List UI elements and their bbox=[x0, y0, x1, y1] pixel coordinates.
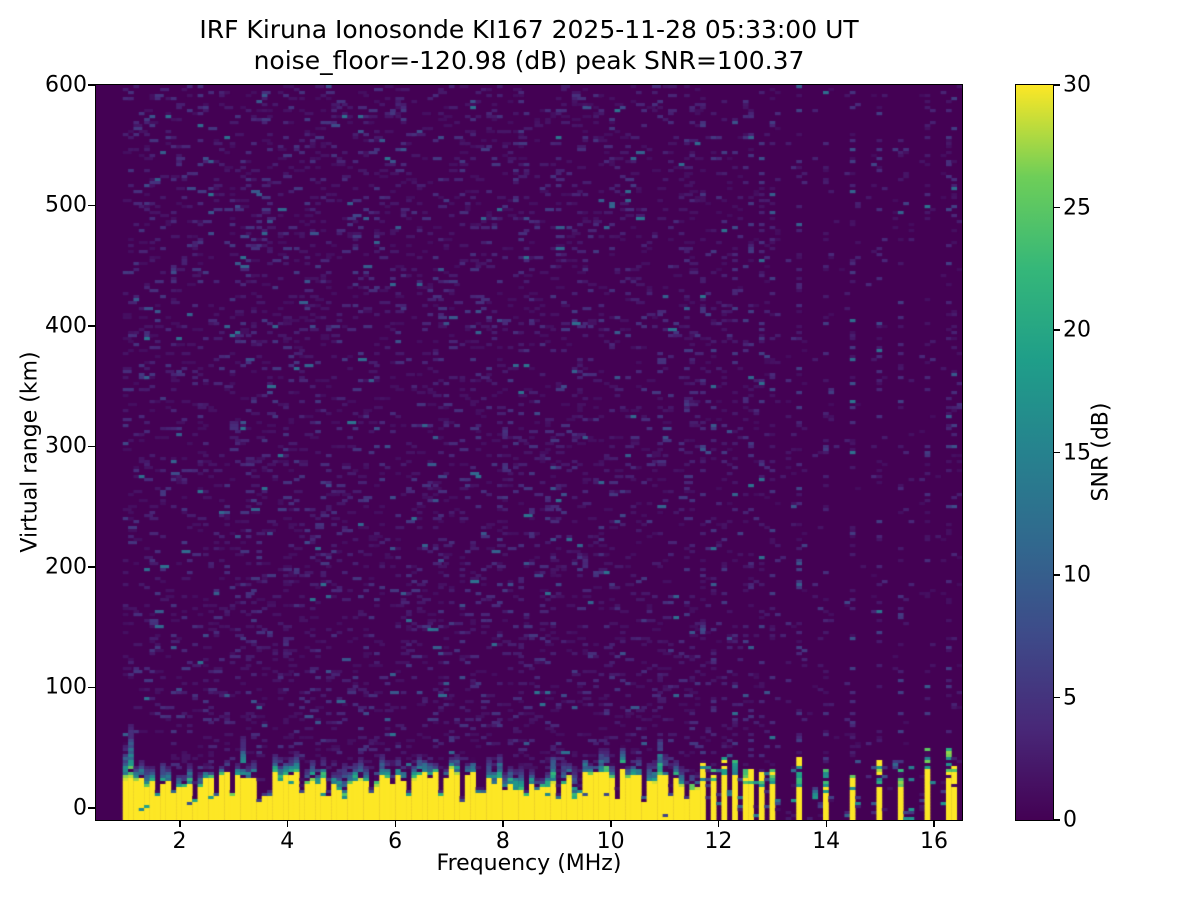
y-tick-mark bbox=[88, 566, 95, 568]
colorbar-label: SNR (dB) bbox=[1088, 402, 1114, 502]
colorbar-tick-mark bbox=[1054, 329, 1060, 331]
colorbar-tick-mark bbox=[1054, 819, 1060, 821]
colorbar bbox=[1015, 84, 1054, 821]
x-tick-mark bbox=[179, 820, 181, 827]
colorbar-tick-label: 10 bbox=[1063, 562, 1091, 588]
x-tick-label: 4 bbox=[280, 829, 295, 854]
y-tick-label: 600 bbox=[45, 72, 87, 98]
y-tick-label: 500 bbox=[45, 192, 87, 218]
y-tick-label: 200 bbox=[45, 554, 87, 580]
colorbar-tick-label: 15 bbox=[1063, 440, 1091, 465]
colorbar-tick-label: 0 bbox=[1063, 807, 1077, 833]
x-tick-label: 14 bbox=[812, 829, 841, 854]
y-tick-label: 300 bbox=[45, 433, 87, 459]
y-tick-mark bbox=[88, 807, 95, 809]
colorbar-tick-mark bbox=[1054, 84, 1060, 86]
x-tick-mark bbox=[717, 820, 720, 827]
x-tick-label: 12 bbox=[704, 829, 733, 854]
y-tick-mark bbox=[88, 84, 95, 86]
colorbar-tick-label: 30 bbox=[1063, 72, 1091, 98]
x-tick-mark bbox=[610, 820, 612, 827]
x-tick-label: 2 bbox=[172, 829, 187, 854]
y-tick-mark bbox=[88, 204, 95, 207]
x-tick-mark bbox=[502, 820, 504, 827]
colorbar-gradient bbox=[1016, 85, 1053, 820]
y-tick-mark bbox=[88, 445, 95, 448]
colorbar-tick-mark bbox=[1054, 696, 1060, 699]
x-tick-label: 6 bbox=[388, 829, 403, 854]
x-tick-label: 10 bbox=[596, 829, 625, 854]
x-tick-mark bbox=[394, 820, 397, 827]
y-tick-label: 100 bbox=[45, 674, 87, 700]
figure-title-line2: noise_floor=-120.98 (dB) peak SNR=100.37 bbox=[253, 46, 805, 75]
colorbar-tick-label: 25 bbox=[1063, 195, 1091, 220]
y-tick-mark bbox=[88, 686, 95, 689]
x-tick-mark bbox=[286, 820, 289, 827]
x-tick-mark bbox=[933, 820, 935, 827]
colorbar-tick-mark bbox=[1054, 206, 1060, 209]
x-tick-label: 8 bbox=[495, 829, 510, 854]
colorbar-tick-mark bbox=[1054, 451, 1060, 454]
y-tick-mark bbox=[88, 325, 95, 327]
figure-title: IRF Kiruna Ionosonde KI167 2025-11-28 05… bbox=[96, 14, 962, 76]
x-tick-mark bbox=[825, 820, 828, 827]
y-tick-label: 400 bbox=[45, 313, 87, 339]
y-tick-label: 0 bbox=[73, 795, 87, 821]
colorbar-tick-label: 5 bbox=[1063, 685, 1077, 710]
figure-title-line1: IRF Kiruna Ionosonde KI167 2025-11-28 05… bbox=[199, 15, 859, 44]
x-tick-label: 16 bbox=[919, 829, 948, 854]
colorbar-tick-mark bbox=[1054, 574, 1060, 576]
ionogram-heatmap-canvas bbox=[96, 85, 962, 820]
x-axis-label: Frequency (MHz) bbox=[436, 851, 622, 876]
colorbar-tick-label: 20 bbox=[1063, 317, 1091, 343]
